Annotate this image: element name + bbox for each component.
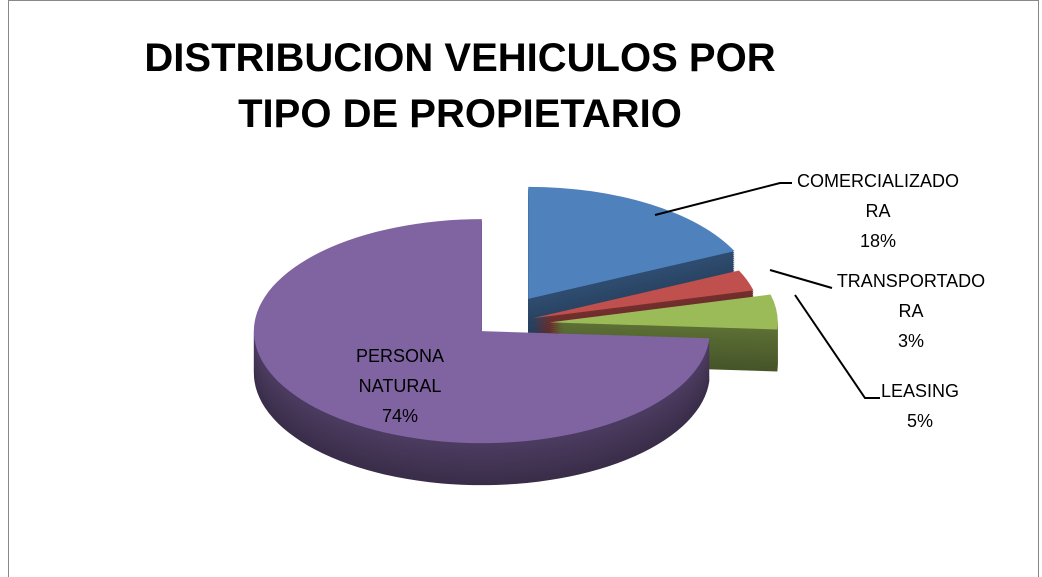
slice bbox=[549, 294, 778, 330]
data-label: TRANSPORTADORA 3% bbox=[835, 266, 987, 356]
data-label: PERSONA NATURAL 74% bbox=[345, 341, 455, 431]
chart-border bbox=[8, 0, 1039, 577]
label-value: 74% bbox=[381, 406, 419, 426]
label-category: LEASING bbox=[880, 381, 960, 401]
label-value: 5% bbox=[906, 411, 933, 431]
label-category: PERSONA NATURAL bbox=[355, 346, 445, 396]
label-category: TRANSPORTADORA bbox=[836, 271, 986, 321]
slice bbox=[253, 219, 710, 444]
data-label: COMERCIALIZADORA 18% bbox=[792, 166, 964, 256]
data-label: LEASING 5% bbox=[870, 376, 970, 436]
slice bbox=[532, 270, 754, 319]
leader-line bbox=[769, 269, 833, 289]
leader-line bbox=[654, 182, 792, 216]
slice bbox=[528, 186, 735, 299]
label-value: 18% bbox=[859, 231, 897, 251]
label-category: COMERCIALIZADORA bbox=[796, 171, 960, 221]
chart-title: DISTRIBUCION VEHICULOS POR TIPO DE PROPI… bbox=[144, 36, 776, 136]
label-value: 3% bbox=[897, 331, 924, 351]
leader-line bbox=[794, 294, 880, 399]
